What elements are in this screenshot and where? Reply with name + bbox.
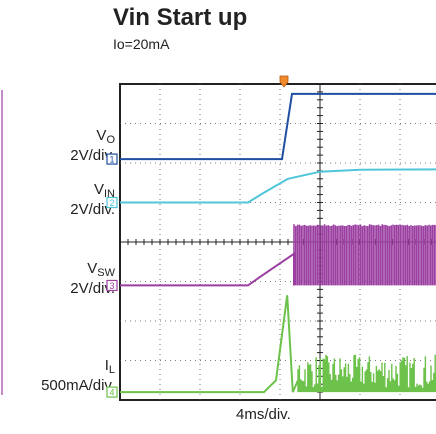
vin-label: VIN [93,181,115,200]
il-scale-label: 500mA/div. [41,377,115,394]
x-scale-label: 4ms/div. [236,406,291,423]
il-label: IL [104,357,115,376]
vsw-label: VSW [87,260,115,279]
vo-ground-marker [106,153,118,165]
vin-ground-marker [106,196,118,209]
vsw-ground-marker-label: 3 [109,281,114,291]
vo-ground-marker-label: 1 [109,155,114,165]
vin-ground-marker-label: 2 [109,198,114,208]
vo-scale-label: 2V/div. [70,147,115,164]
vsw-ground-marker [106,279,118,292]
vo-label: VO [96,127,115,146]
trigger-marker [279,75,289,88]
vin-scale-label: 2V/div. [70,201,115,218]
il-ripple-band [297,354,436,393]
chart-subtitle: Io=20mA [113,36,170,52]
il-ground-marker [106,386,118,398]
vo-trace [120,92,436,161]
vsw-switching-band [293,224,436,286]
vsw-scale-label: 2V/div. [70,280,115,297]
vsw-trace [120,251,295,287]
chart-title: Vin Start up [113,4,248,31]
vin-trace [120,168,436,204]
il-trace [120,295,299,394]
il-ground-marker-label: 4 [109,388,114,398]
